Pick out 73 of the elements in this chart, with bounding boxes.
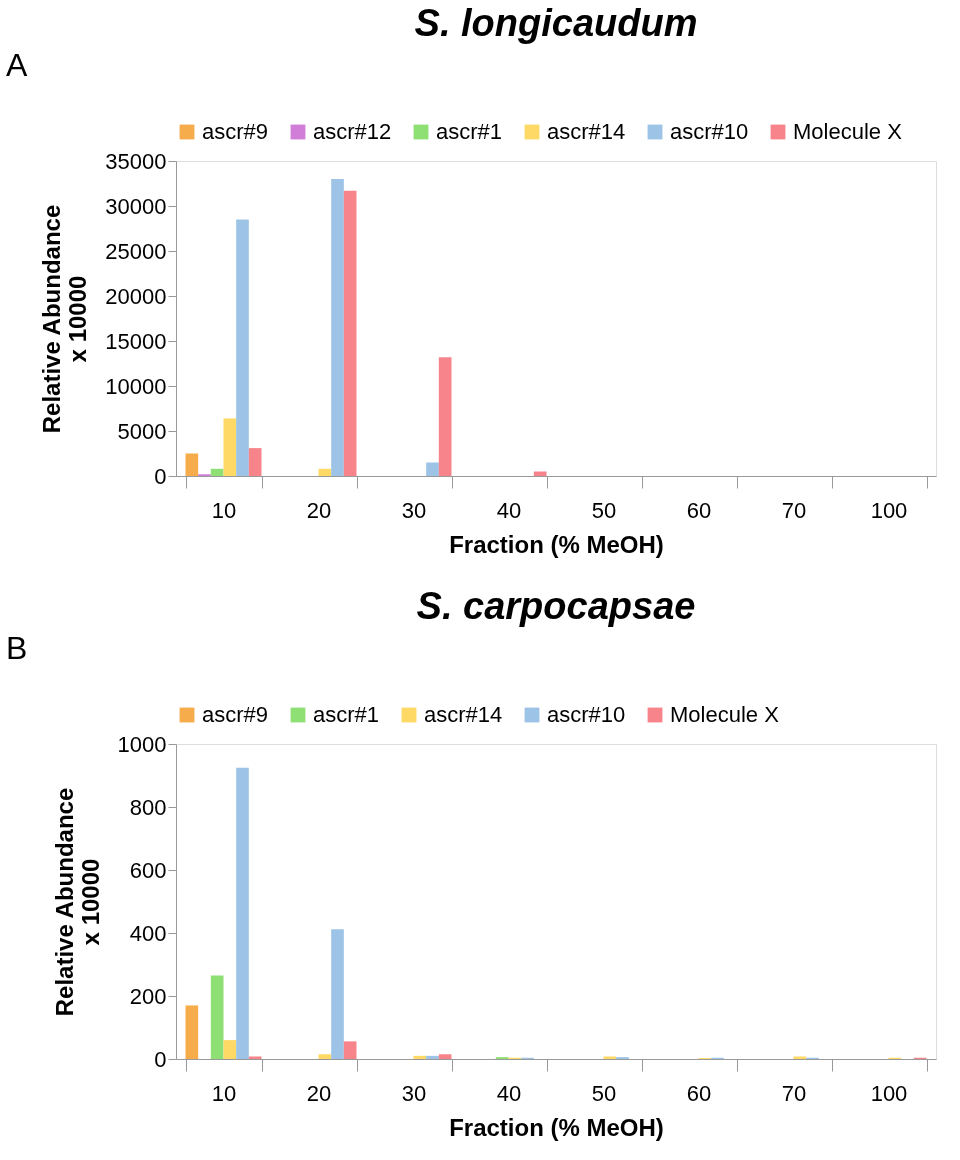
x-tick-label: 70: [781, 497, 807, 523]
legend-label: Molecule X: [793, 119, 903, 144]
text: B: [6, 630, 28, 666]
x-tick-label: 10: [211, 1080, 237, 1106]
legend-label: ascr#14: [547, 119, 626, 144]
bar: [343, 190, 357, 476]
chart-title: S. longicaudum: [414, 2, 698, 44]
bar: [343, 1041, 357, 1059]
x-tick-label: 30: [401, 497, 427, 523]
chart-title: S. carpocapsae: [416, 585, 696, 627]
legend-label: ascr#9: [202, 119, 269, 144]
y-tick-label: 200: [129, 983, 167, 1009]
bar: [223, 1040, 237, 1059]
bar: [248, 1056, 262, 1059]
y-tick-label: 30000: [105, 193, 167, 219]
bar: [210, 468, 224, 476]
x-tick-label: 100: [870, 1080, 908, 1106]
y-tick-label: 5000: [117, 418, 167, 444]
bar: [438, 357, 452, 476]
y-axis-title: Relative Abundance x 10000: [50, 787, 104, 1017]
x-tick-label: 60: [686, 497, 712, 523]
y-tick-label: 1000: [117, 731, 167, 757]
bar: [236, 219, 249, 476]
bar: [331, 929, 344, 1059]
bar: [413, 1055, 427, 1059]
x-tick-label: 20: [306, 1080, 332, 1106]
bar: [248, 448, 262, 476]
legend-label: ascr#1: [436, 119, 503, 144]
legend-label: ascr#9: [202, 702, 269, 727]
legend-label: Molecule X: [670, 702, 780, 727]
bar: [438, 1054, 452, 1059]
bar: [793, 1056, 807, 1059]
bar: [426, 1055, 439, 1059]
x-tick-label: 20: [306, 497, 332, 523]
bar: [426, 462, 439, 476]
y-tick-label: 800: [129, 794, 167, 820]
bar: [185, 453, 199, 476]
y-tick-label: 10000: [105, 373, 167, 399]
legend-label: ascr#10: [547, 702, 626, 727]
bar: [210, 975, 224, 1059]
x-tick-label: 50: [591, 497, 617, 523]
x-tick-label: 30: [401, 1080, 427, 1106]
x-tick-label: 70: [781, 1080, 807, 1106]
text: A: [6, 47, 28, 83]
bar: [331, 179, 344, 476]
legend-label: ascr#1: [313, 702, 380, 727]
x-tick-label: 40: [496, 1080, 522, 1106]
legend-label: ascr#14: [424, 702, 503, 727]
bar: [185, 1005, 199, 1059]
legend-label: ascr#12: [313, 119, 392, 144]
y-tick-label: 20000: [105, 283, 167, 309]
y-tick-label: 400: [129, 920, 167, 946]
y-axis-title: Relative Abundance x 10000: [38, 204, 92, 434]
y-tick-label: 25000: [105, 238, 167, 264]
bar: [223, 418, 237, 476]
x-tick-label: 100: [870, 497, 908, 523]
y-tick-label: 0: [154, 463, 167, 489]
y-tick-label: 600: [129, 857, 167, 883]
x-axis-title: Fraction (% MeOH): [449, 530, 664, 558]
bar: [603, 1056, 617, 1059]
x-tick-label: 10: [211, 497, 237, 523]
x-tick-label: 50: [591, 1080, 617, 1106]
y-tick-label: 15000: [105, 328, 167, 354]
x-axis-title: Fraction (% MeOH): [449, 1113, 664, 1141]
x-tick-label: 60: [686, 1080, 712, 1106]
bar: [236, 767, 249, 1059]
bar: [318, 468, 332, 476]
x-tick-label: 40: [496, 497, 522, 523]
y-tick-label: 35000: [105, 148, 167, 174]
legend-label: ascr#10: [670, 119, 749, 144]
y-tick-label: 0: [154, 1046, 167, 1072]
bar: [318, 1054, 332, 1059]
bar: [533, 471, 547, 476]
